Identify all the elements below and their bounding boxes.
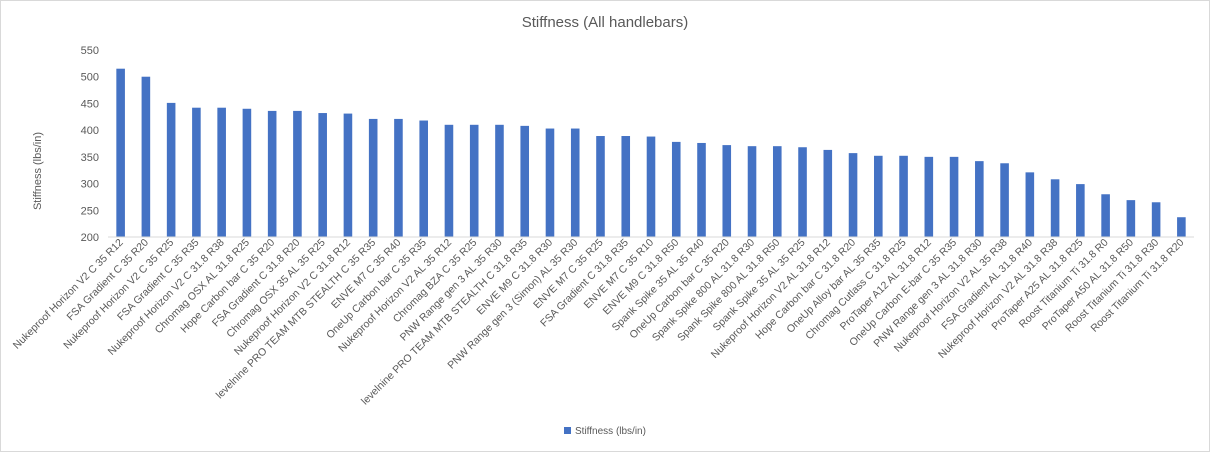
bar bbox=[924, 156, 934, 237]
bar bbox=[848, 153, 858, 237]
bars-group bbox=[116, 68, 1186, 238]
legend: Stiffness (lbs/in) bbox=[564, 426, 646, 437]
bar bbox=[697, 142, 706, 237]
bar bbox=[798, 147, 807, 237]
bar bbox=[267, 110, 277, 237]
y-tick-label: 200 bbox=[81, 232, 99, 244]
bar bbox=[318, 113, 327, 237]
bar bbox=[1025, 172, 1035, 237]
bar bbox=[217, 107, 226, 238]
bar bbox=[772, 146, 782, 237]
chart-title: Stiffness (All handlebars) bbox=[522, 14, 688, 31]
bar bbox=[1050, 179, 1060, 237]
bar bbox=[646, 136, 656, 237]
bar bbox=[242, 108, 252, 238]
bar bbox=[596, 136, 605, 237]
bar bbox=[1177, 217, 1186, 237]
bar bbox=[621, 136, 631, 237]
bar bbox=[1000, 163, 1009, 237]
bar bbox=[293, 110, 302, 237]
bar bbox=[975, 161, 984, 237]
y-tick-label: 400 bbox=[81, 125, 99, 137]
y-tick-label: 500 bbox=[81, 72, 99, 84]
bar bbox=[823, 149, 833, 237]
bar bbox=[1076, 184, 1085, 237]
bar bbox=[469, 124, 479, 237]
bar bbox=[368, 118, 378, 237]
bar bbox=[747, 146, 757, 237]
bar bbox=[520, 125, 530, 237]
bar bbox=[570, 128, 580, 237]
y-tick-label: 300 bbox=[81, 179, 99, 191]
y-tick-label: 550 bbox=[81, 45, 99, 57]
bar bbox=[949, 156, 959, 237]
bar bbox=[671, 141, 681, 237]
bar bbox=[166, 102, 176, 237]
bar bbox=[1126, 200, 1136, 237]
legend-label: Stiffness (lbs/in) bbox=[575, 426, 646, 437]
bar bbox=[1151, 202, 1161, 237]
bar bbox=[192, 107, 201, 238]
bar bbox=[545, 128, 555, 237]
bar bbox=[899, 155, 908, 237]
bar bbox=[874, 155, 883, 237]
bar bbox=[394, 118, 403, 237]
bar bbox=[1101, 194, 1110, 237]
bar bbox=[141, 76, 151, 237]
legend-swatch bbox=[564, 427, 571, 434]
bar bbox=[116, 68, 125, 237]
y-axis-label: Stiffness (lbs/in) bbox=[32, 132, 44, 210]
bar bbox=[444, 124, 454, 237]
y-tick-label: 450 bbox=[81, 98, 99, 110]
y-tick-label: 250 bbox=[81, 205, 99, 217]
bar bbox=[495, 124, 504, 237]
y-tick-label: 350 bbox=[81, 152, 99, 164]
bar bbox=[343, 113, 353, 237]
y-axis-ticks: 200 250 300 350 400 450 500 550 bbox=[81, 45, 99, 244]
bar bbox=[722, 145, 732, 237]
bar bbox=[419, 120, 428, 237]
x-tick-label: Nukeproof Horizon V2 C 35 R12 bbox=[11, 237, 126, 352]
